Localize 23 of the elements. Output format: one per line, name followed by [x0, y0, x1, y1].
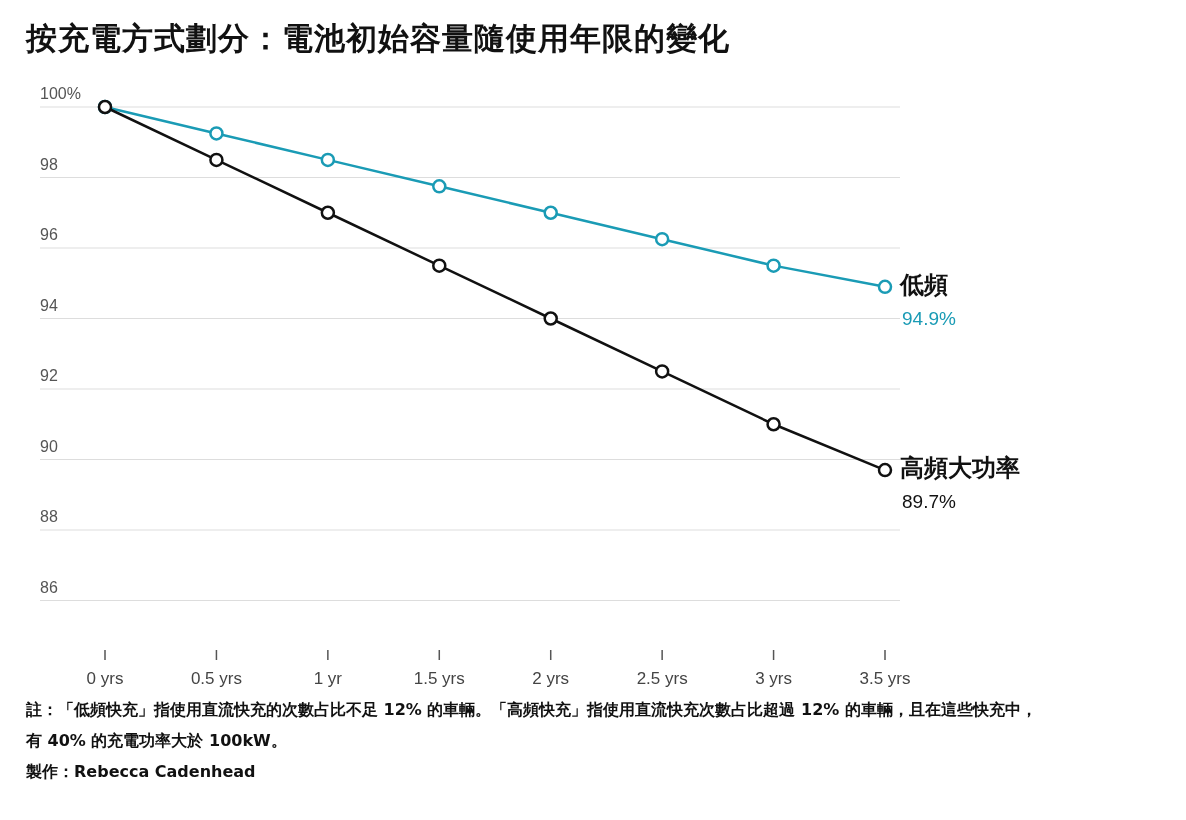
x-tick-label: 1.5 yrs — [413, 669, 465, 688]
x-tick-label: 3 yrs — [755, 669, 792, 688]
x-tick-label: 1 yr — [313, 669, 343, 688]
text: 製作：Rebecca Cadenhead — [26, 761, 257, 783]
data-label: 89.7% — [902, 491, 956, 513]
y-tick-label: 96 — [40, 226, 58, 243]
series-label: 低頻 — [899, 270, 948, 299]
y-tick-label: 90 — [40, 437, 58, 455]
series-label: 高頻大功率 — [900, 454, 1020, 483]
y-tick-label: 98 — [40, 155, 58, 173]
x-tick-label: 2.5 yrs — [636, 669, 688, 688]
y-tick-label: 100% — [40, 85, 81, 102]
y-tick-label: 86 — [40, 578, 58, 596]
x-tick-label: 2 yrs — [532, 669, 570, 688]
x-tick-label: 3.5 yrs — [859, 669, 911, 688]
y-tick-label: 94 — [40, 296, 58, 314]
y-tick-label: 88 — [40, 508, 58, 525]
text: 註：「低頻快充」指使用直流快充的次數占比不足 12% 的車輛。「高頻快充」指使用直流快充次數占比超過 12% 的車輛，且在這些快充中，有 40% 的充電功率大於 100kW。 — [26, 699, 1038, 752]
x-tick-label: 0 yrs — [86, 669, 124, 688]
x-tick-label: 0.5 yrs — [190, 669, 242, 688]
data-label: 94.9% — [902, 307, 956, 329]
chart-title: 按充電方式劃分：電池初始容量隨使用年限的變化 — [26, 19, 730, 58]
y-tick-label: 92 — [40, 367, 58, 384]
